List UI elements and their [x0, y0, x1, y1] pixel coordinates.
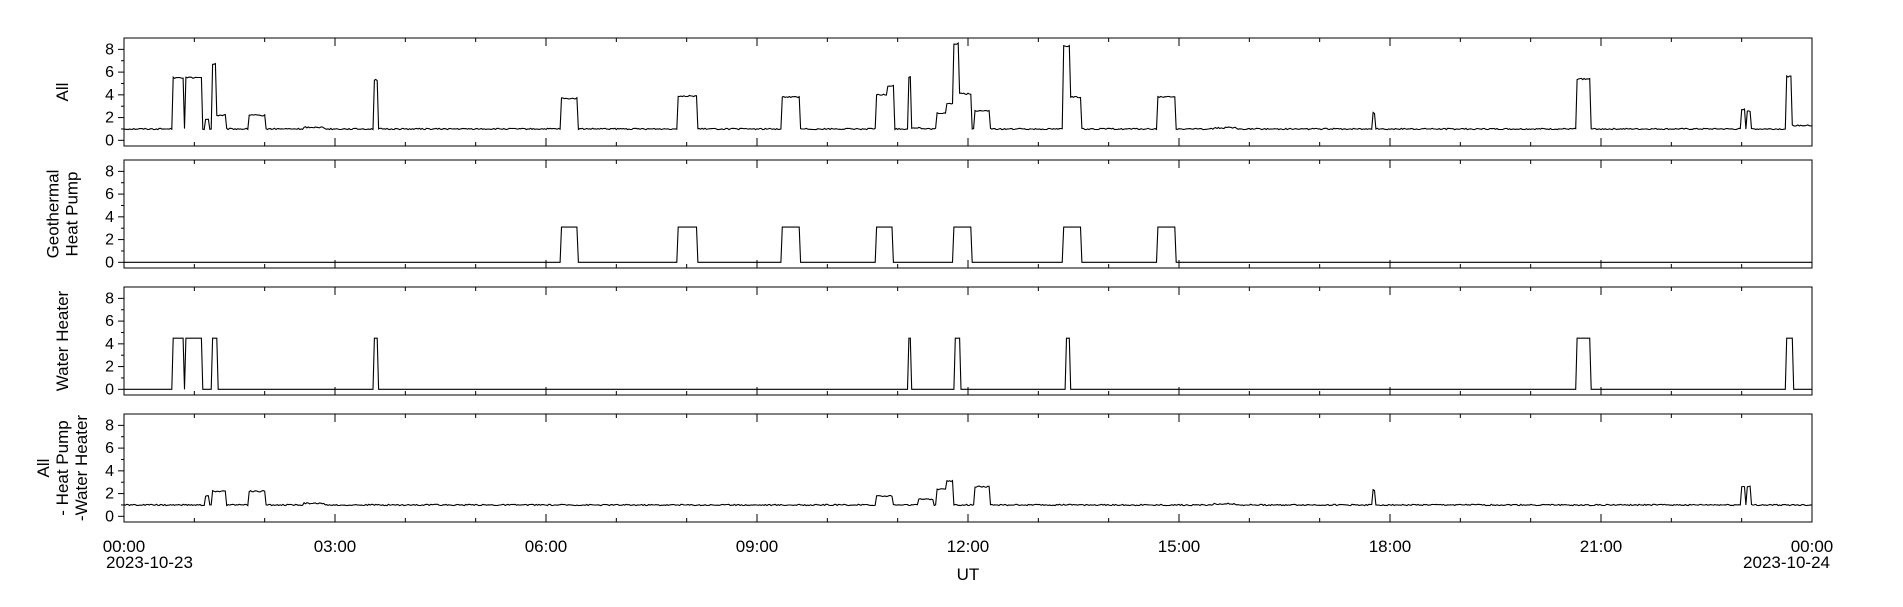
- y-tick-label: 0: [105, 132, 114, 149]
- y-tick-label: 2: [105, 359, 114, 376]
- y-tick-label: 0: [105, 254, 114, 271]
- x-date-start: 2023-10-23: [106, 553, 193, 572]
- y-axis-label: Geothermal: [44, 170, 63, 259]
- y-axis-label: All: [53, 83, 72, 102]
- y-axis-label: All: [34, 459, 53, 478]
- x-tick-label: 12:00: [947, 537, 990, 556]
- y-tick-label: 8: [105, 41, 114, 58]
- y-tick-label: 6: [105, 186, 114, 203]
- y-tick-label: 8: [105, 417, 114, 434]
- x-tick-label: 06:00: [525, 537, 568, 556]
- y-tick-label: 8: [105, 290, 114, 307]
- x-tick-label: 21:00: [1580, 537, 1623, 556]
- panel-frame: [123, 159, 1813, 269]
- x-axis-label: UT: [957, 565, 980, 584]
- y-tick-label: 6: [105, 313, 114, 330]
- x-tick-label: 09:00: [736, 537, 779, 556]
- panel-3: 0 2 4 6 8 Water Heater: [53, 286, 1813, 398]
- y-tick-label: 8: [105, 163, 114, 180]
- y-axis-label: Heat Pump: [63, 171, 82, 256]
- series-line: [123, 479, 1813, 507]
- y-axis-label: -Water Heater: [72, 415, 91, 521]
- x-tick-label: 18:00: [1369, 537, 1412, 556]
- y-tick-label: 2: [105, 110, 114, 127]
- panel-4: 0 2 4 6 8 All - Heat Pump -Water Heater: [34, 413, 1813, 525]
- y-tick-label: 6: [105, 64, 114, 81]
- y-axis-label: Water Heater: [53, 290, 72, 391]
- y-tick-label: 4: [105, 336, 114, 353]
- series-line: [123, 42, 1813, 131]
- y-tick-label: 4: [105, 87, 114, 104]
- x-axis: UT 2023-10-23 2023-10-24 00:00 03:00 06:00…: [103, 537, 1834, 584]
- y-tick-label: 4: [105, 209, 114, 226]
- y-tick-label: 4: [105, 463, 114, 480]
- panel-2: 0 2 4 6 8 Geothermal Heat Pump: [44, 159, 1813, 271]
- y-tick-label: 2: [105, 486, 114, 503]
- y-tick-label: 0: [105, 381, 114, 398]
- panels: 0 2 4 6 8 All 0 2 4 6 8 Geothermal Heat Pump 0 2 4 6 8 Wat…: [34, 37, 1813, 525]
- panel-1: 0 2 4 6 8 All: [53, 37, 1813, 149]
- y-axis-label: - Heat Pump: [53, 420, 72, 515]
- x-tick-label: 15:00: [1158, 537, 1201, 556]
- y-tick-label: 6: [105, 440, 114, 457]
- x-tick-label: 00:00: [1791, 537, 1834, 556]
- series-line: [124, 226, 1812, 263]
- series-line: [124, 337, 1812, 390]
- y-tick-label: 0: [105, 508, 114, 525]
- x-tick-label: 00:00: [103, 537, 146, 556]
- x-tick-label: 03:00: [314, 537, 357, 556]
- x-date-end: 2023-10-24: [1743, 553, 1830, 572]
- y-tick-label: 2: [105, 232, 114, 249]
